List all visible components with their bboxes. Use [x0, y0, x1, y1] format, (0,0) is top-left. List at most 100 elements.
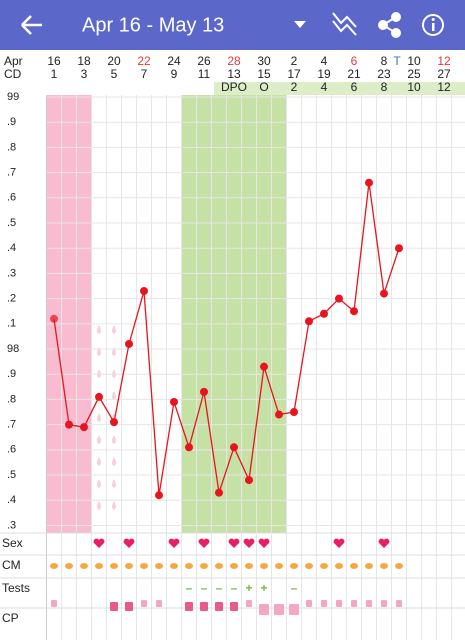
date-label: 18: [77, 54, 91, 68]
month-label: Apr: [4, 54, 23, 68]
share-button[interactable]: [378, 12, 401, 38]
dpo-value: 8: [381, 80, 388, 94]
cm-icon: [215, 563, 223, 569]
y-tick-label: .8: [7, 393, 16, 405]
flow-drop: [112, 435, 116, 444]
cycle-day-label: 27: [437, 67, 451, 81]
date-label: 26: [197, 54, 211, 68]
temperature-point: [185, 443, 193, 452]
date-label: 30: [257, 54, 271, 68]
info-button[interactable]: [422, 14, 444, 36]
dropdown-arrow[interactable]: [294, 21, 306, 28]
temperature-point: [380, 289, 388, 298]
date-label: 20: [107, 54, 121, 68]
cycle-day-label: 19: [317, 67, 331, 81]
sex-heart: [123, 538, 135, 548]
cycle-day-label: 3: [81, 67, 88, 81]
y-tick-label: .8: [7, 141, 16, 153]
cm-icon: [335, 563, 343, 569]
temperature-point: [50, 314, 58, 323]
flow-drop: [97, 479, 101, 488]
cm-icon: [230, 563, 238, 569]
temperature-point: [155, 491, 163, 500]
cp-mark: [396, 600, 402, 607]
test-result: –: [231, 581, 238, 595]
y-tick-label: .7: [7, 167, 16, 179]
row-label: Sex: [2, 536, 23, 550]
cycle-day-label: 9: [171, 67, 178, 81]
y-tick-label: .1: [7, 318, 16, 330]
chart-toggle[interactable]: [332, 12, 357, 36]
cm-icon: [260, 563, 268, 569]
cycle-day-label: 5: [111, 67, 118, 81]
temperature-point: [95, 392, 103, 401]
flow-drop: [97, 413, 101, 422]
flow-drop: [97, 347, 101, 356]
flow-drop: [97, 369, 101, 378]
sex-heart: [243, 538, 255, 548]
cm-icon: [350, 563, 358, 569]
temperature-point: [350, 307, 358, 316]
cm-icon: [50, 563, 58, 569]
y-tick-label: .3: [7, 267, 16, 279]
sex-heart: [93, 538, 105, 548]
date-label: 2: [291, 54, 298, 68]
date-label: 24: [167, 54, 181, 68]
temperature-point: [320, 309, 328, 318]
marker-label: T: [393, 54, 401, 68]
cp-mark: [246, 600, 252, 607]
y-tick-label: .7: [7, 419, 16, 431]
temperature-point: [290, 408, 298, 417]
cm-icon: [155, 563, 163, 569]
dpo-label: DPO: [221, 80, 247, 94]
back-button[interactable]: [21, 15, 42, 35]
cp-mark: [156, 600, 162, 607]
test-result: –: [186, 581, 193, 595]
cm-icon: [95, 563, 103, 569]
cp-mark: [125, 602, 133, 611]
temperature-point: [140, 287, 148, 296]
temperature-point: [395, 244, 403, 253]
test-result: –: [216, 581, 223, 595]
date-label: 12: [437, 54, 451, 68]
sex-heart: [333, 538, 345, 548]
cm-icon: [65, 563, 73, 569]
test-result: +: [260, 581, 267, 595]
cp-mark: [200, 602, 208, 611]
fertile-band: [196, 95, 212, 533]
cycle-day-label: 1: [51, 67, 58, 81]
date-label: 4: [321, 54, 328, 68]
temperature-point: [230, 443, 238, 452]
temperature-point: [80, 423, 88, 432]
flow-drop: [97, 435, 101, 444]
sex-heart: [168, 538, 180, 548]
temperature-point: [110, 418, 118, 427]
y-tick-label: .5: [7, 217, 16, 229]
cm-icon: [185, 563, 193, 569]
sex-heart: [228, 538, 240, 548]
cycle-day-label: 25: [407, 67, 421, 81]
cp-mark: [321, 600, 327, 607]
date-range-title[interactable]: Apr 16 - May 13: [82, 14, 224, 36]
cm-icon: [305, 563, 313, 569]
date-label: 22: [137, 54, 151, 68]
flow-drop: [112, 369, 116, 378]
fertile-band: [226, 95, 242, 533]
y-tick-label: .6: [7, 444, 16, 456]
fertile-band: [241, 95, 257, 533]
temperature-point: [65, 420, 73, 429]
app-bar: [0, 0, 465, 50]
flow-drop: [112, 457, 116, 466]
cycle-day-label: 11: [198, 67, 211, 81]
cycle-day-label: 21: [347, 67, 361, 81]
date-label: 8: [381, 54, 388, 68]
sex-heart: [198, 538, 210, 548]
cm-icon: [290, 563, 298, 569]
cycle-day-label: 13: [227, 67, 241, 81]
test-result: +: [245, 581, 252, 595]
flow-drop: [112, 479, 116, 488]
date-label: 28: [227, 54, 241, 68]
fertile-band: [271, 95, 287, 533]
period-band: [46, 95, 62, 533]
